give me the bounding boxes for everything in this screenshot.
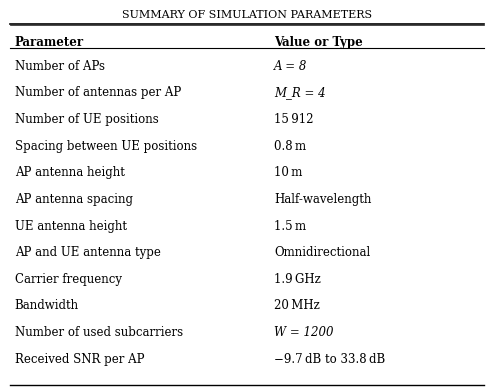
Text: Number of APs: Number of APs bbox=[15, 60, 105, 73]
Text: A = 8: A = 8 bbox=[274, 60, 308, 73]
Text: 0.8 m: 0.8 m bbox=[274, 140, 306, 152]
Text: AP antenna spacing: AP antenna spacing bbox=[15, 193, 133, 206]
Text: Number of used subcarriers: Number of used subcarriers bbox=[15, 326, 183, 339]
Text: Number of antennas per AP: Number of antennas per AP bbox=[15, 86, 181, 99]
Text: AP and UE antenna type: AP and UE antenna type bbox=[15, 246, 161, 259]
Text: Parameter: Parameter bbox=[15, 36, 84, 49]
Text: 1.9 GHz: 1.9 GHz bbox=[274, 273, 321, 286]
Text: Omnidirectional: Omnidirectional bbox=[274, 246, 370, 259]
Text: M_R = 4: M_R = 4 bbox=[274, 86, 326, 99]
Text: 20 MHz: 20 MHz bbox=[274, 299, 320, 312]
Text: W = 1200: W = 1200 bbox=[274, 326, 333, 339]
Text: Half-wavelength: Half-wavelength bbox=[274, 193, 371, 206]
Text: 10 m: 10 m bbox=[274, 166, 302, 179]
Text: 15 912: 15 912 bbox=[274, 113, 314, 126]
Text: UE antenna height: UE antenna height bbox=[15, 220, 127, 232]
Text: Value or Type: Value or Type bbox=[274, 36, 363, 49]
Text: Number of UE positions: Number of UE positions bbox=[15, 113, 159, 126]
Text: 1.5 m: 1.5 m bbox=[274, 220, 306, 232]
Text: Spacing between UE positions: Spacing between UE positions bbox=[15, 140, 197, 152]
Text: Carrier frequency: Carrier frequency bbox=[15, 273, 122, 286]
Text: −9.7 dB to 33.8 dB: −9.7 dB to 33.8 dB bbox=[274, 353, 385, 366]
Text: AP antenna height: AP antenna height bbox=[15, 166, 124, 179]
Text: SUMMARY OF SIMULATION PARAMETERS: SUMMARY OF SIMULATION PARAMETERS bbox=[122, 10, 372, 20]
Text: Received SNR per AP: Received SNR per AP bbox=[15, 353, 144, 366]
Text: Bandwidth: Bandwidth bbox=[15, 299, 79, 312]
